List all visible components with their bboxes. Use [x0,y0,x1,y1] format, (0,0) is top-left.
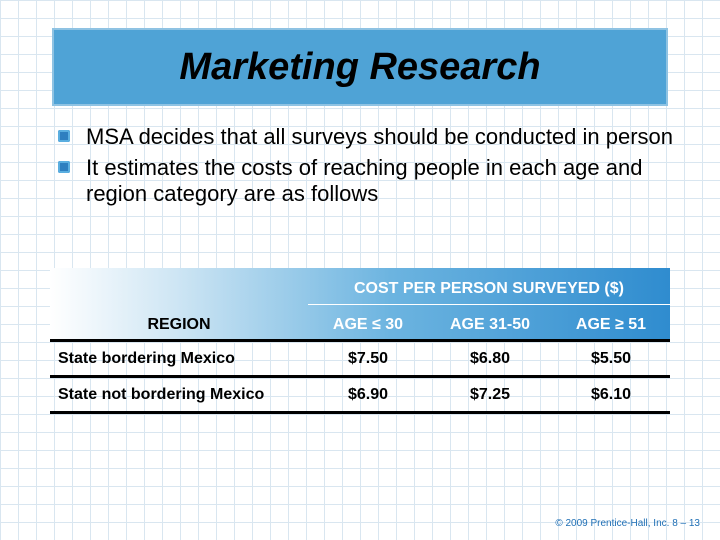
cost-table: COST PER PERSON SURVEYED ($) REGION AGE … [50,268,670,414]
cell-value: $7.50 [347,350,389,367]
cell-value: $6.10 [590,386,632,403]
slide-title: Marketing Research [179,45,541,88]
cell-value: $5.50 [590,350,632,367]
row-region: State bordering Mexico [58,350,235,367]
copyright-footer: © 2009 Prentice-Hall, Inc. 8 – 13 [555,518,700,529]
row-region: State not bordering Mexico [58,386,265,403]
cell-value: $6.80 [469,350,511,367]
bullet-item: MSA decides that all surveys should be c… [56,124,676,150]
title-box: Marketing Research [52,28,668,106]
bullet-text: It estimates the costs of reaching peopl… [86,155,643,206]
table-row: State bordering Mexico $7.50 $6.80 $5.50 [50,342,670,378]
group-header: COST PER PERSON SURVEYED ($) [354,280,624,297]
header-divider [308,304,670,305]
col-header-age-31-50: AGE 31-50 [449,316,531,333]
col-header-age-51: AGE ≥ 51 [575,316,647,333]
col-header-region: REGION [147,316,211,333]
square-bullet-icon [58,161,70,173]
bullet-text: MSA decides that all surveys should be c… [86,124,674,149]
bullet-item: It estimates the costs of reaching peopl… [56,155,676,207]
col-header-age-30: AGE ≤ 30 [332,316,404,333]
table-header: COST PER PERSON SURVEYED ($) REGION AGE … [50,268,670,342]
square-bullet-icon [58,130,70,142]
bullet-list: MSA decides that all surveys should be c… [56,124,676,212]
cell-value: $7.25 [469,386,511,403]
cell-value: $6.90 [347,386,389,403]
table-row: State not bordering Mexico $6.90 $7.25 $… [50,378,670,414]
